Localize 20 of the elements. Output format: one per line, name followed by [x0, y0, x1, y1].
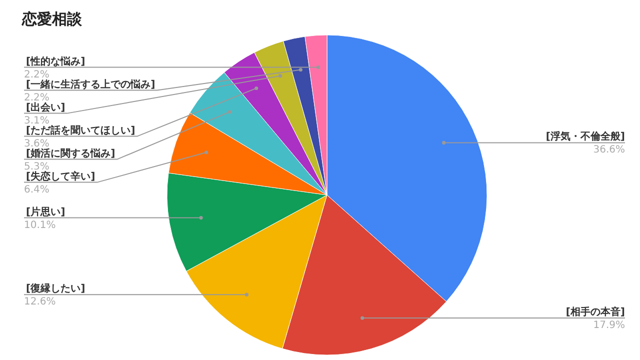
slice-label: [婚活に関する悩み]: [26, 147, 116, 160]
data-label: 2.2%: [24, 69, 50, 80]
data-label: 10.1%: [24, 220, 56, 231]
data-label: 3.1%: [24, 115, 50, 126]
data-label: 17.9%: [593, 320, 625, 332]
data-label: 2.2%: [24, 92, 50, 104]
slice-label: [片思い]: [26, 206, 66, 218]
slice-label: [失恋して辛い]: [26, 170, 96, 182]
data-label: 12.6%: [24, 296, 56, 308]
slice-label: [一緒に生活する上での悩み]: [26, 78, 156, 90]
slice-label: [出会い]: [26, 101, 66, 114]
data-label: 6.4%: [24, 184, 50, 196]
data-label: 3.6%: [24, 138, 50, 150]
slice-label: [浮気・不倫全般]: [546, 130, 625, 143]
chart-title: 恋愛相談: [21, 10, 83, 28]
data-label: 36.6%: [593, 144, 625, 156]
slice-label: [復縁したい]: [26, 282, 86, 295]
slice-label: [性的な悩み]: [26, 55, 86, 68]
slice-label: [ただ話を聞いてほしい]: [26, 124, 136, 136]
slice-label: [相手の本音]: [566, 306, 625, 318]
